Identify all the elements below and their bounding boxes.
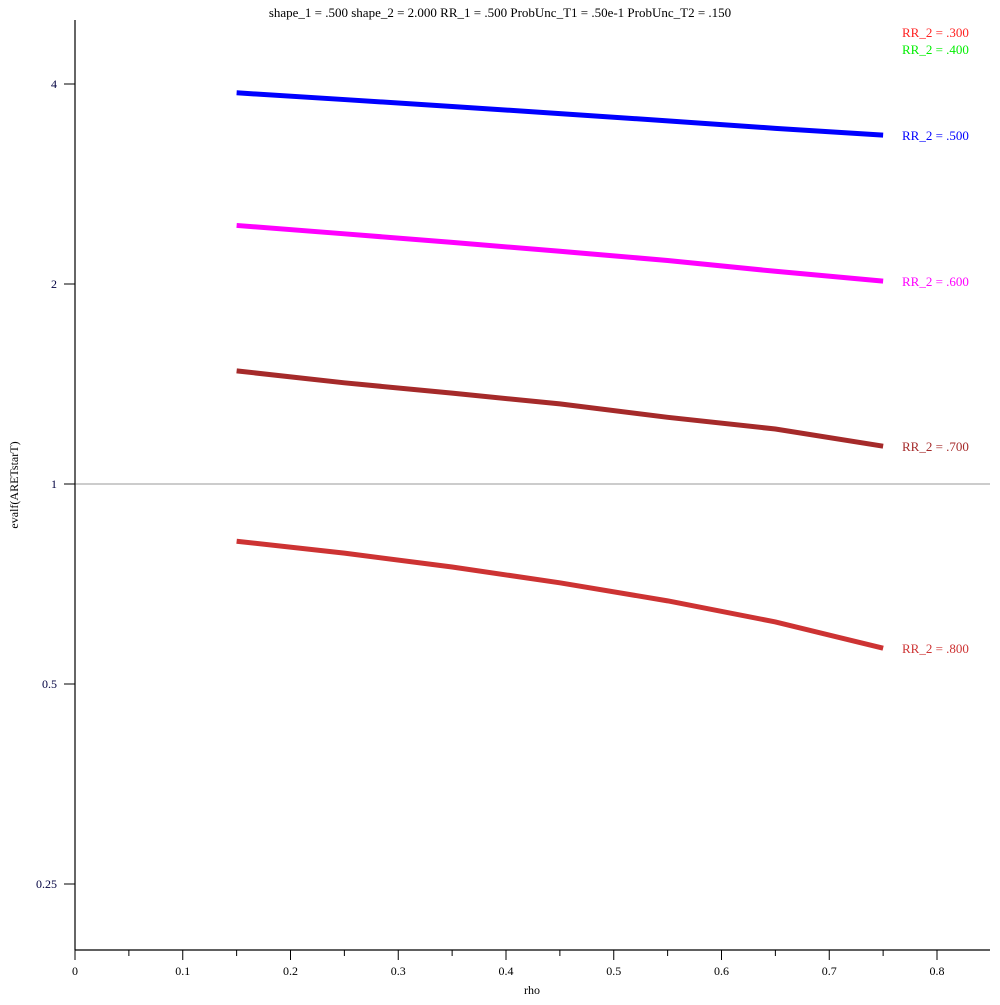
series-line — [236, 90, 884, 138]
y-tick-label: 1 — [51, 477, 57, 491]
series-label: RR_2 = .700 — [902, 439, 969, 454]
x-axis-label: rho — [524, 983, 540, 997]
y-tick-label: 0.5 — [42, 677, 57, 691]
x-tick-label: 0 — [72, 964, 78, 978]
offscale-series-label: RR_2 = .300 — [902, 25, 969, 40]
offscale-series-label: RR_2 = .400 — [902, 42, 969, 57]
x-tick-label: 0.4 — [499, 964, 514, 978]
y-tick-label: 2 — [51, 277, 57, 291]
chart-title: shape_1 = .500 shape_2 = 2.000 RR_1 = .5… — [269, 5, 731, 20]
y-axis-label: evalf(ARETstarT) — [7, 441, 21, 528]
series-line — [236, 222, 884, 284]
y-tick-label: 4 — [51, 77, 57, 91]
series-label: RR_2 = .600 — [902, 274, 969, 289]
x-tick-label: 0.7 — [822, 964, 837, 978]
x-tick-label: 0.8 — [930, 964, 945, 978]
x-tick-label: 0.5 — [606, 964, 621, 978]
y-tick-label: 0.25 — [36, 877, 57, 891]
x-tick-label: 0.3 — [391, 964, 406, 978]
series-label: RR_2 = .800 — [902, 641, 969, 656]
series-line — [236, 538, 884, 651]
x-tick-label: 0.1 — [175, 964, 190, 978]
series-label: RR_2 = .500 — [902, 128, 969, 143]
series-line — [236, 368, 884, 449]
x-tick-label: 0.6 — [714, 964, 729, 978]
x-tick-label: 0.2 — [283, 964, 298, 978]
